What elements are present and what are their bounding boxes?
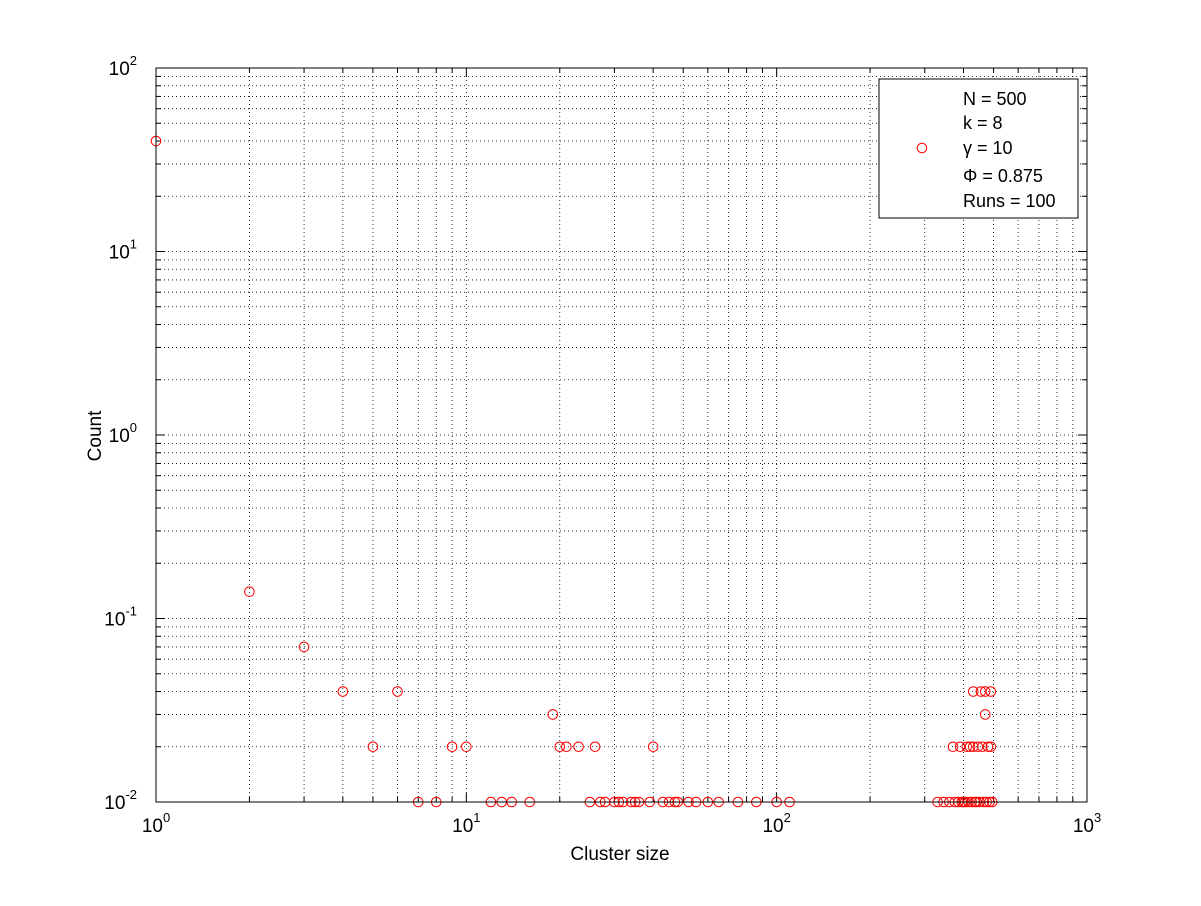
data-point (977, 741, 988, 753)
data-point (337, 686, 349, 697)
x-tick-label: 101 (452, 810, 480, 837)
legend-marker (916, 142, 928, 154)
data-point (298, 641, 310, 653)
data-point (392, 686, 403, 697)
y-tick-label-exponent: 0 (130, 420, 137, 435)
data-point (967, 741, 979, 753)
data-point (947, 741, 959, 753)
y-tick-label-exponent: -2 (125, 787, 137, 802)
y-tick-label-base: 10 (104, 793, 125, 814)
y-tick-label-base: 10 (109, 243, 130, 264)
x-tick-label: 102 (762, 810, 790, 837)
data-point (573, 741, 584, 753)
legend-entry-runs: Runs = 100 (963, 191, 1056, 211)
x-tick-label-exponent: 2 (784, 810, 791, 825)
data-point (367, 741, 379, 753)
data-point (244, 586, 255, 597)
y-tick-label-base: 10 (109, 59, 130, 80)
x-tick-label-base: 10 (142, 816, 163, 837)
y-tick-label-exponent: -1 (125, 604, 137, 619)
data-point (461, 741, 472, 753)
legend: N = 500 k = 8 γ = 10 Φ = 0.875 Runs = 10… (878, 78, 1079, 219)
x-tick-label-base: 10 (452, 816, 473, 837)
y-tick-label: 100 (109, 420, 137, 447)
data-point (972, 741, 984, 753)
plot-frame (155, 67, 1088, 803)
x-tick-label: 100 (142, 810, 170, 837)
x-tick-label-exponent: 0 (163, 810, 170, 825)
axis-ticks (155, 68, 1087, 803)
data-point (982, 741, 994, 753)
y-tick-label: 10-2 (104, 787, 137, 814)
legend-box (878, 78, 1079, 219)
y-tick-label-exponent: 2 (130, 53, 137, 68)
legend-entry-phi: Φ = 0.875 (963, 166, 1043, 186)
legend-entry-n: N = 500 (963, 89, 1027, 109)
y-axis-label: Count (85, 410, 106, 461)
legend-entry-k: k = 8 (963, 113, 1003, 133)
data-point (561, 741, 572, 753)
data-point (979, 709, 991, 720)
x-tick-label-base: 10 (1073, 816, 1094, 837)
data-point (547, 709, 559, 720)
data-point (985, 741, 997, 753)
data-point (967, 686, 979, 697)
y-tick-label: 10-1 (104, 604, 137, 631)
y-tick-label-base: 10 (104, 610, 125, 631)
data-point (647, 741, 659, 753)
x-tick-label-exponent: 1 (473, 810, 480, 825)
data-point (979, 686, 991, 697)
x-tick-labels: 100 101 102 103 (142, 810, 1101, 837)
x-axis-label: Cluster size (570, 844, 669, 865)
y-tick-label: 102 (109, 53, 137, 80)
data-point (961, 741, 973, 753)
data-point (554, 741, 566, 753)
data-point (964, 741, 976, 753)
x-tick-label-exponent: 3 (1094, 810, 1101, 825)
x-tick-label-base: 10 (762, 816, 783, 837)
x-tick-label: 103 (1073, 810, 1101, 837)
y-tick-label: 101 (109, 237, 137, 264)
data-point (589, 741, 601, 753)
y-tick-label-base: 10 (109, 426, 130, 447)
data-point (985, 686, 997, 697)
data-point (446, 741, 458, 753)
y-tick-label-exponent: 1 (130, 237, 137, 252)
legend-entry-gamma: γ = 10 (963, 138, 1013, 158)
